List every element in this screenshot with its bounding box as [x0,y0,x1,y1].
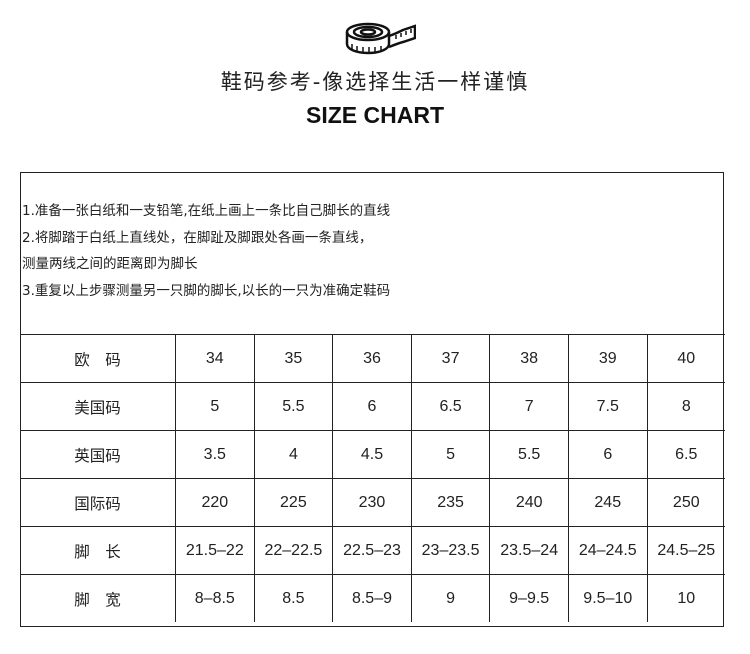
table-cell: 39 [567,334,648,383]
table-cell: 24.5–25 [646,526,725,575]
table-row: 英国码 3.5 4 4.5 5 5.5 6 6.5 [20,430,725,479]
table-row: 欧 码 34 35 36 37 38 39 40 [20,334,725,383]
instruction-line: 2.将脚踏于白纸上直线处，在脚趾及脚跟处各画一条直线， [22,229,373,246]
table-cell: 5.5 [489,430,569,479]
row-label: 脚 宽 [20,574,176,622]
table-row: 国际码 220 225 230 235 240 245 250 [20,478,725,527]
table-cell: 250 [646,478,725,527]
table-cell: 6 [332,382,412,431]
table-cell: 220 [175,478,255,527]
table-cell: 8 [646,382,725,431]
table-cell: 9–9.5 [489,574,569,622]
table-cell: 9 [410,574,491,622]
tape-measure-icon [345,22,416,55]
table-row: 脚 宽 8–8.5 8.5 8.5–9 9 9–9.5 9.5–10 10 [20,574,725,622]
table-cell: 6.5 [410,382,491,431]
table-cell: 6 [567,430,648,479]
table-cell: 8–8.5 [175,574,255,622]
table-cell: 225 [253,478,334,527]
table-cell: 36 [332,334,412,383]
table-cell: 6.5 [646,430,725,479]
table-cell: 22.5–23 [332,526,412,575]
table-cell: 235 [410,478,491,527]
table-cell: 40 [646,334,725,383]
table-cell: 38 [489,334,569,383]
table-cell: 5 [175,382,255,431]
title-chinese: 鞋码参考-像选择生活一样谨慎 [220,70,530,94]
table-cell: 24–24.5 [567,526,648,575]
table-cell: 3.5 [175,430,255,479]
table-cell: 10 [646,574,725,622]
row-label: 美国码 [20,382,176,431]
table-cell: 37 [410,334,491,383]
instruction-line: 测量两线之间的距离即为脚长 [22,256,198,272]
table-cell: 8.5–9 [332,574,412,622]
table-row: 脚 长 21.5–22 22–22.5 22.5–23 23–23.5 23.5–24 24… [20,526,725,575]
table-cell: 35 [253,334,334,383]
table-cell: 7.5 [567,382,648,431]
table-cell: 5.5 [253,382,334,431]
row-label: 英国码 [20,430,176,479]
table-cell: 34 [175,334,255,383]
instruction-line: 1.准备一张白纸和一支铅笔,在纸上画上一条比自己脚长的直线 [22,203,391,219]
table-cell: 4.5 [332,430,412,479]
table-cell: 240 [489,478,569,527]
table-cell: 21.5–22 [175,526,255,575]
table-cell: 230 [332,478,412,527]
title-english: SIZE CHART [306,102,444,128]
table-cell: 7 [489,382,569,431]
table-cell: 5 [410,430,491,479]
table-cell: 4 [253,430,334,479]
table-cell: 23–23.5 [410,526,491,575]
table-cell: 22–22.5 [253,526,334,575]
size-table: 欧 码 34 35 36 37 38 39 40 美国码 5 5.5 6 6.5 7 7.5 8 英国码 3.5 4… [20,334,725,622]
table-cell: 9.5–10 [567,574,648,622]
table-cell: 245 [567,478,648,527]
row-label: 国际码 [20,478,176,527]
table-cell: 23.5–24 [489,526,569,575]
row-label: 脚 长 [20,526,176,575]
row-label: 欧 码 [20,334,176,383]
table-row: 美国码 5 5.5 6 6.5 7 7.5 8 [20,382,725,431]
instruction-line: 3.重复以上步骤测量另一只脚的脚长,以长的一只为准确定鞋码 [22,282,391,299]
table-cell: 8.5 [253,574,334,622]
measurement-instructions: 1.准备一张白纸和一支铅笔,在纸上画上一条比自己脚长的直线 2.将脚踏于白纸上直… [22,198,390,304]
